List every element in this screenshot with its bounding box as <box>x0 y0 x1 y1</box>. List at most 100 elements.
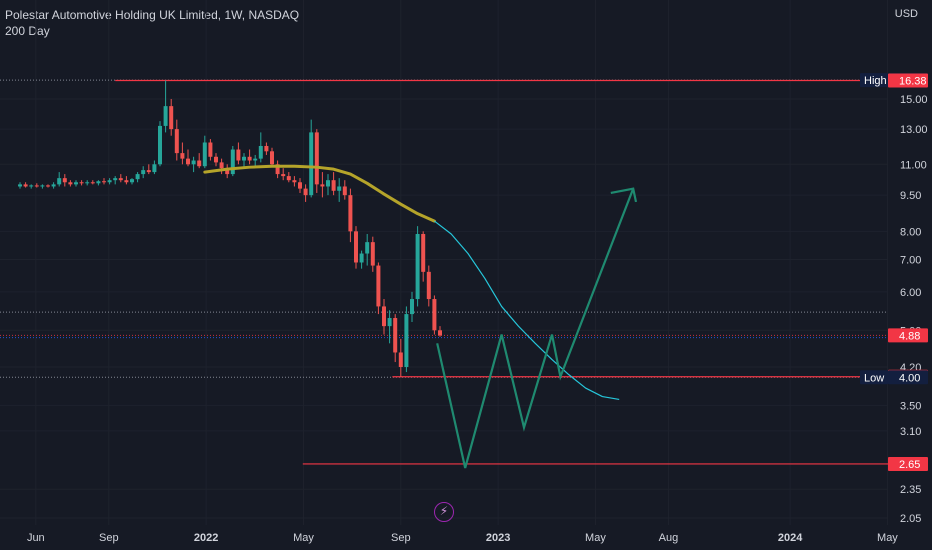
candle-body <box>410 299 414 315</box>
x-axis-tick-label: Aug <box>659 532 679 544</box>
y-axis-tick-label: 7.00 <box>900 254 921 266</box>
price-tag-value: 4.00 <box>899 372 920 384</box>
y-axis-tick-label: 11.00 <box>900 159 927 171</box>
candle-body <box>359 253 364 263</box>
candle-body <box>393 318 398 353</box>
candle-body <box>286 176 291 181</box>
candle-body <box>85 182 90 184</box>
candle-body <box>354 231 358 263</box>
x-axis-tick-label: Sep <box>391 532 411 544</box>
price-tag <box>888 73 928 88</box>
candle-body <box>314 132 319 185</box>
candle-body <box>29 185 34 187</box>
candle-body <box>270 151 274 165</box>
y-axis-tick-label: 2.05 <box>900 513 921 525</box>
candle-body <box>426 271 431 300</box>
currency-label: USD <box>894 8 918 20</box>
projection-arrowhead <box>610 187 638 203</box>
x-axis-tick-label: 2024 <box>778 532 803 544</box>
candle-body <box>365 242 370 254</box>
y-axis-tick-label: 8.00 <box>900 226 921 238</box>
price-tag-value: 4.88 <box>899 330 920 342</box>
x-axis-tick-label: Jun <box>27 532 45 544</box>
y-axis-tick-label: 13.00 <box>900 124 928 136</box>
candle-body <box>421 233 426 272</box>
candle-body <box>169 106 174 130</box>
candle-body <box>202 142 207 167</box>
projection-path <box>436 188 635 469</box>
price-tag <box>888 370 928 385</box>
candle-body <box>326 180 330 187</box>
y-axis-tick-label: 6.00 <box>900 287 921 299</box>
candle-body <box>102 181 106 183</box>
candle-body <box>68 182 73 185</box>
candle-body <box>309 132 314 196</box>
candle-body <box>398 352 403 367</box>
candle-body <box>152 164 157 173</box>
moving-average-line <box>203 164 436 223</box>
price-tag-label: Low <box>864 372 884 384</box>
y-axis-tick-label: 3.50 <box>900 400 921 412</box>
chart-title: Polestar Automotive Holding UK Limited, … <box>5 8 300 22</box>
candle-body <box>118 178 123 181</box>
y-axis-tick-label: 3.10 <box>900 426 921 438</box>
candle-body <box>40 185 45 187</box>
candle-body <box>303 188 308 196</box>
lightning-icon[interactable]: ⚡ <box>434 502 454 522</box>
candle-body <box>331 180 336 191</box>
candle-body <box>124 180 129 183</box>
x-axis-tick-label: 2022 <box>194 532 218 544</box>
candle-body <box>197 160 202 167</box>
x-axis-tick-label: May <box>877 532 898 544</box>
candle-body <box>214 156 218 163</box>
price-tag-label-box <box>860 370 888 385</box>
candle-body <box>415 233 420 300</box>
x-axis-tick-label: May <box>293 532 314 544</box>
candle-body <box>370 242 375 266</box>
candle-body <box>180 153 185 159</box>
candle-body <box>253 158 258 161</box>
candle-body <box>46 185 50 187</box>
candle-body <box>275 164 280 175</box>
price-tag <box>888 328 928 343</box>
price-tag-value: 16.38 <box>899 75 927 87</box>
candle-body <box>51 184 56 187</box>
candle-body <box>230 149 235 175</box>
candle-body <box>186 158 190 165</box>
candle-body <box>158 125 162 165</box>
candle-body <box>96 181 101 184</box>
candle-body <box>264 145 269 152</box>
candle-body <box>258 145 263 159</box>
y-axis-tick-label: 15.00 <box>900 94 928 106</box>
candle-body <box>135 174 140 180</box>
candle-body <box>382 306 386 327</box>
price-tag <box>888 456 928 471</box>
candle-body <box>236 149 241 161</box>
price-tag-label-box <box>860 73 888 88</box>
candle-body <box>62 178 67 183</box>
indicator-label[interactable]: 200 Day <box>5 24 50 38</box>
x-axis-tick-label: 2023 <box>486 532 510 544</box>
candle-body <box>113 178 118 181</box>
y-axis-tick-label: 9.50 <box>900 190 921 202</box>
candle-body <box>337 186 342 191</box>
candle-body <box>191 160 196 165</box>
candle-body <box>348 195 353 232</box>
candle-body <box>90 182 95 184</box>
candle-body <box>141 170 146 175</box>
candle-body <box>163 106 168 126</box>
candle-body <box>404 314 409 367</box>
candle-body <box>79 182 84 184</box>
candle-body <box>174 129 179 154</box>
candle-body <box>74 182 78 185</box>
candle-body <box>146 170 151 173</box>
candle-body <box>438 330 442 336</box>
candle-body <box>242 156 246 161</box>
candle-body <box>18 184 22 187</box>
candle-body <box>342 186 347 196</box>
candle-body <box>208 142 213 157</box>
candle-body <box>292 180 297 183</box>
candle-body <box>281 174 286 177</box>
candle-body <box>376 265 381 307</box>
